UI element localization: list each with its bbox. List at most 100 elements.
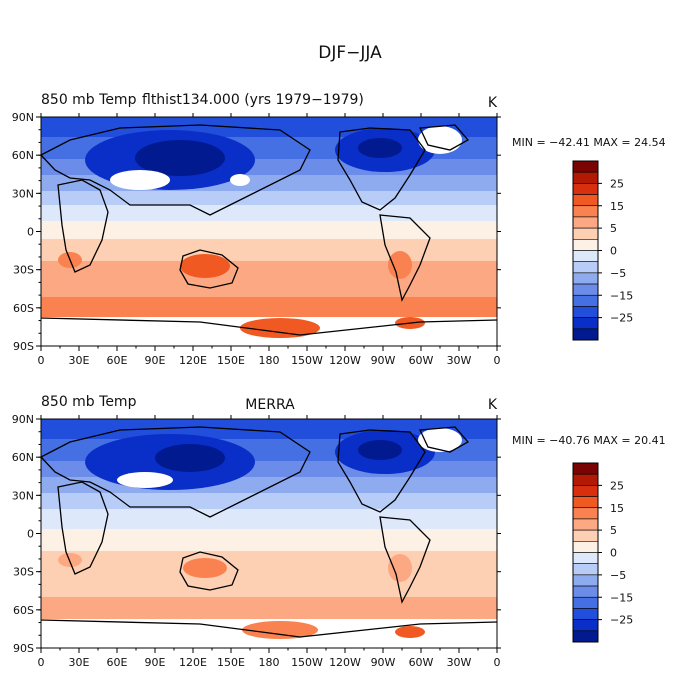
colorbar-swatch bbox=[572, 183, 599, 195]
colorbar-label: −5 bbox=[610, 569, 626, 582]
x-tick-label: 120E bbox=[179, 656, 207, 669]
colorbar-label: −25 bbox=[610, 614, 633, 627]
x-tick-label: 90E bbox=[145, 656, 166, 669]
x-tick-label: 90W bbox=[371, 656, 396, 669]
colorbar-swatch bbox=[572, 563, 599, 576]
x-tick-label: 180 bbox=[259, 656, 280, 669]
colorbar: 25 15 5 0 −5 −15 −25 bbox=[572, 462, 633, 643]
field-map bbox=[41, 117, 497, 346]
colorbar-label: −15 bbox=[610, 289, 633, 302]
x-tick-label: 0 bbox=[494, 656, 501, 669]
colorbar-swatch bbox=[572, 518, 599, 531]
colorbar-swatch bbox=[572, 574, 599, 587]
colorbar-swatch bbox=[572, 227, 599, 240]
colorbar-label: 15 bbox=[610, 200, 624, 213]
x-tick-label: 30W bbox=[447, 354, 472, 367]
x-tick-label: 60E bbox=[107, 354, 128, 367]
colorbar-label: 5 bbox=[610, 222, 617, 235]
y-tick-label: 90S bbox=[13, 340, 34, 353]
y-tick-label: 60N bbox=[12, 451, 34, 464]
colorbar-swatch bbox=[572, 272, 599, 285]
panel-left-title: 850 mb Temp bbox=[41, 394, 137, 410]
panel-center-title: flthist134.000 (yrs 1979−1979) bbox=[142, 92, 364, 108]
colorbar-swatch bbox=[572, 328, 599, 341]
colorbar-swatch bbox=[572, 619, 599, 632]
panel-center-title: MERRA bbox=[245, 397, 295, 413]
x-tick-label: 90E bbox=[145, 354, 166, 367]
y-tick-label: 60S bbox=[13, 604, 34, 617]
x-tick-label: 60E bbox=[107, 656, 128, 669]
x-tick-label: 120E bbox=[179, 354, 207, 367]
colorbar-label: −15 bbox=[610, 591, 633, 604]
x-tick-label: 0 bbox=[38, 656, 45, 669]
colorbar-swatch bbox=[572, 541, 599, 553]
colorbar-swatch bbox=[572, 283, 599, 296]
colorbar-label: 0 bbox=[610, 547, 617, 560]
panel-units: K bbox=[488, 95, 498, 111]
x-tick-label: 120W bbox=[329, 354, 361, 367]
panel-stats: MIN = −40.76 MAX = 20.41 bbox=[512, 434, 666, 447]
y-tick-label: 90S bbox=[13, 642, 34, 655]
x-tick-label: 60W bbox=[409, 656, 434, 669]
colorbar-label: 25 bbox=[610, 177, 624, 190]
colorbar-swatch bbox=[572, 205, 599, 218]
colorbar-label: 15 bbox=[610, 502, 624, 515]
y-tick-label: 60N bbox=[12, 149, 34, 162]
colorbar-swatch bbox=[572, 194, 599, 207]
x-tick-label: 120W bbox=[329, 656, 361, 669]
colorbar-swatch bbox=[572, 608, 599, 620]
panel-units: K bbox=[488, 397, 498, 413]
colorbar-label: −5 bbox=[610, 267, 626, 280]
colorbar: 25 15 5 0 −5 −15 −25 bbox=[572, 160, 633, 341]
y-tick-label: 30N bbox=[12, 489, 34, 502]
x-tick-label: 150E bbox=[217, 354, 245, 367]
axis-ticks: 0 30E 60E 90E 120E 150E 180 150W 120W 90W 60W 30W 09… bbox=[12, 413, 501, 669]
panel-reanalysis: 850 mb Temp MERRA K MIN = −40.76 MAX = 2… bbox=[12, 394, 666, 669]
colorbar-swatch bbox=[572, 317, 599, 330]
colorbar-swatch bbox=[572, 171, 599, 184]
colorbar-swatch bbox=[572, 507, 599, 520]
colorbar-swatch bbox=[572, 261, 599, 274]
coastlines bbox=[41, 426, 497, 638]
figure-title: DJF−JJA bbox=[318, 43, 382, 63]
colorbar-swatch bbox=[572, 630, 599, 643]
coastlines bbox=[41, 124, 497, 336]
y-tick-label: 0 bbox=[27, 226, 34, 239]
x-tick-label: 150E bbox=[217, 656, 245, 669]
x-tick-label: 90W bbox=[371, 354, 396, 367]
y-tick-label: 0 bbox=[27, 528, 34, 541]
x-tick-label: 30E bbox=[69, 656, 90, 669]
colorbar-swatch bbox=[572, 585, 599, 598]
y-tick-label: 90N bbox=[12, 111, 34, 124]
x-tick-label: 30W bbox=[447, 656, 472, 669]
colorbar-swatch bbox=[572, 485, 599, 497]
x-tick-label: 150W bbox=[291, 656, 323, 669]
colorbar-swatch bbox=[572, 462, 599, 475]
panel-stats: MIN = −42.41 MAX = 24.54 bbox=[512, 136, 666, 149]
axis-ticks: 0 30E 60E 90E 120E 150E 180 150W 120W 90W 60W 30W 09… bbox=[12, 111, 501, 367]
x-tick-label: 0 bbox=[494, 354, 501, 367]
colorbar-label: −25 bbox=[610, 312, 633, 325]
colorbar-swatch bbox=[572, 473, 599, 486]
x-tick-label: 60W bbox=[409, 354, 434, 367]
colorbar-swatch bbox=[572, 596, 599, 609]
colorbar-swatch bbox=[572, 294, 599, 307]
colorbar-label: 25 bbox=[610, 479, 624, 492]
x-tick-label: 180 bbox=[259, 354, 280, 367]
x-tick-label: 150W bbox=[291, 354, 323, 367]
x-tick-label: 0 bbox=[38, 354, 45, 367]
colorbar-swatch bbox=[572, 496, 599, 509]
y-tick-label: 90N bbox=[12, 413, 34, 426]
field-map bbox=[41, 419, 497, 648]
x-tick-label: 30E bbox=[69, 354, 90, 367]
colorbar-label: 0 bbox=[610, 245, 617, 258]
colorbar-swatch bbox=[572, 552, 599, 564]
colorbar-label: 5 bbox=[610, 524, 617, 537]
panel-left-title: 850 mb Temp bbox=[41, 92, 137, 108]
colorbar-swatch bbox=[572, 250, 599, 262]
colorbar-swatch bbox=[572, 160, 599, 173]
y-tick-label: 30N bbox=[12, 187, 34, 200]
panel-model: 850 mb Temp flthist134.000 (yrs 1979−197… bbox=[12, 92, 666, 367]
colorbar-swatch bbox=[572, 306, 599, 318]
